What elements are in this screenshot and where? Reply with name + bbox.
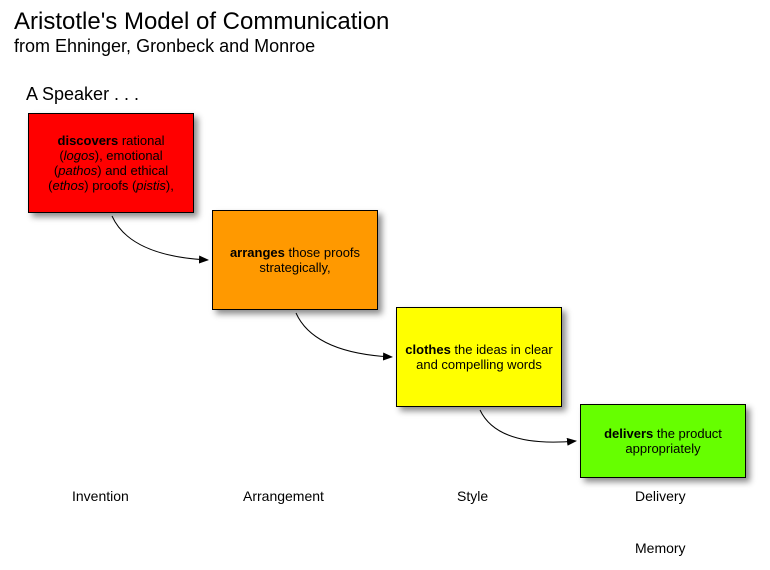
page-title: Aristotle's Model of Communication (14, 8, 389, 36)
flow-box-0: discovers rational (logos), emotional (p… (28, 113, 194, 213)
speaker-label: A Speaker . . . (26, 84, 139, 105)
memory-label: Memory (635, 540, 686, 556)
category-label-2: Style (457, 488, 488, 504)
flow-box-1: arranges those proofs strategically, (212, 210, 378, 310)
flow-box-3: delivers the product appropriately (580, 404, 746, 478)
category-label-1: Arrangement (243, 488, 324, 504)
category-label-0: Invention (72, 488, 129, 504)
page-subtitle: from Ehninger, Gronbeck and Monroe (14, 36, 315, 57)
flow-box-2: clothes the ideas in clear and compellin… (396, 307, 562, 407)
category-label-3: Delivery (635, 488, 686, 504)
